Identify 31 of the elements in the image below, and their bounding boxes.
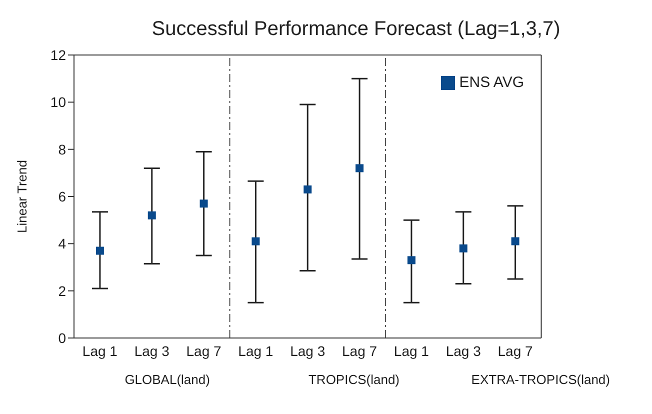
y-axis-title: Linear Trend [14,160,30,233]
x-tick-label: Lag 1 [394,342,430,359]
y-tick-label: 4 [58,236,66,252]
text: EXTRA-TROPICS(land) [470,372,611,387]
legend-label: ENS AVG [459,74,524,91]
x-tick-label: Lag 7 [186,342,222,359]
point [407,256,416,264]
text: GLOBAL(land) [124,372,211,387]
point [252,237,260,246]
point [356,164,364,172]
text: TROPICS(land) [307,372,401,387]
x-tick-label: Lag 7 [498,342,534,359]
y-tick-label: 0 [58,330,66,346]
y-tick-label: 2 [58,282,66,299]
chart-title: Successful Performance Forecast (Lag=1,3,7) [152,18,560,40]
point [148,211,156,220]
point [511,237,520,246]
point [96,246,104,255]
x-tick-label: Lag 7 [342,342,378,359]
x-tick-label: Lag 3 [290,342,326,359]
y-tick-label: 10 [50,94,66,110]
point [200,200,208,208]
y-tick-label: 6 [58,188,66,204]
x-tick-label: Lag 3 [446,342,482,359]
point [459,244,468,252]
x-tick-label: Lag 3 [134,342,170,359]
y-tick-label: 8 [58,141,66,158]
point [304,185,312,194]
x-tick-label: Lag 1 [238,342,274,359]
y-tick-label: 12 [50,46,66,63]
x-tick-label: Lag 1 [82,342,118,359]
